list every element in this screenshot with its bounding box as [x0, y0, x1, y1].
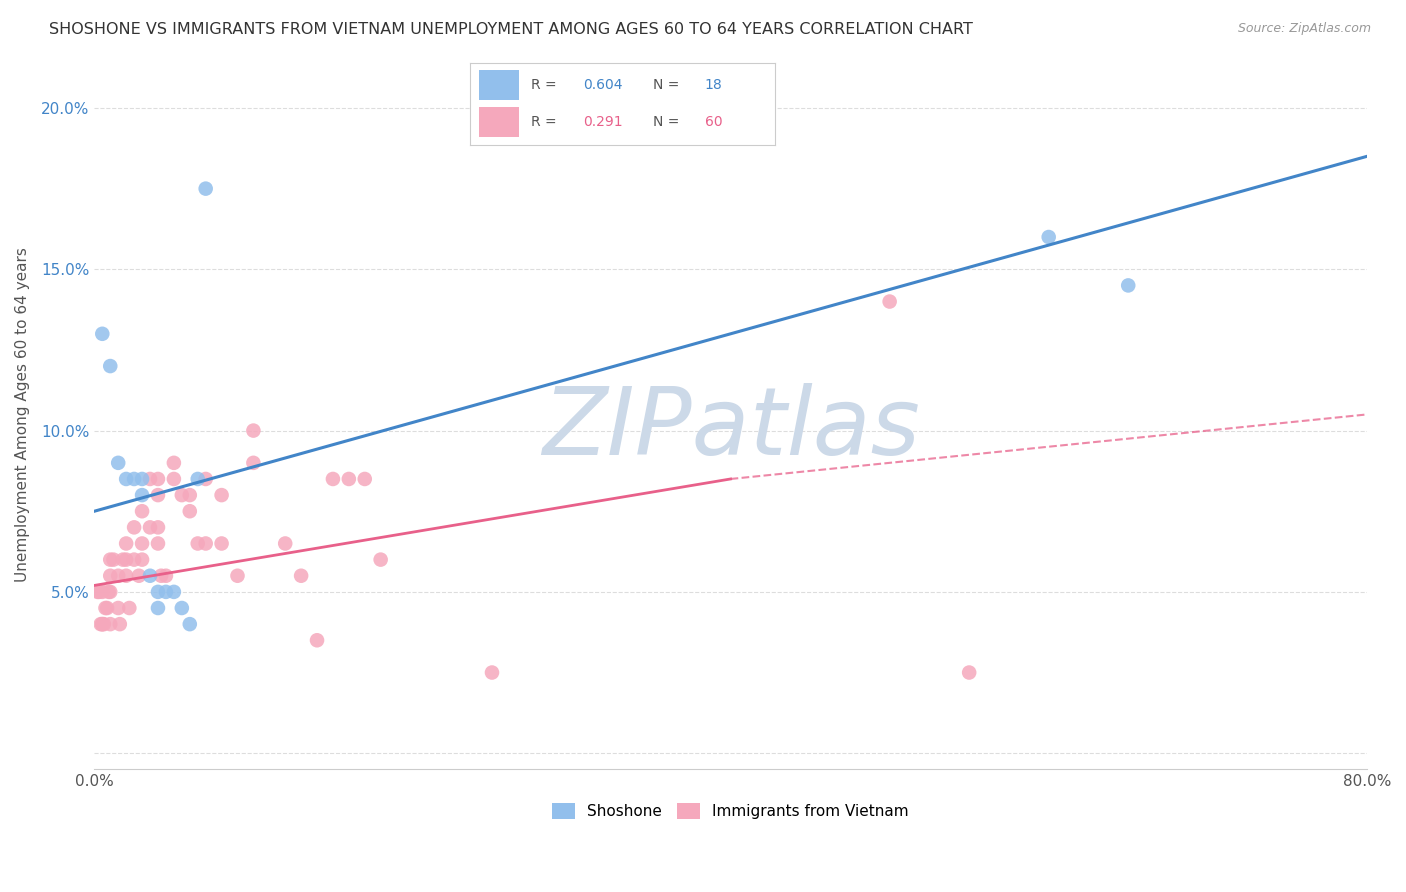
Point [98, 359, 121, 373]
Point [107, 568, 129, 582]
Point [115, 472, 138, 486]
Point [97, 585, 120, 599]
Point [86, 585, 108, 599]
Point [146, 601, 169, 615]
Point [957, 665, 980, 680]
Point [353, 472, 375, 486]
Point [91, 326, 114, 341]
Point [131, 552, 153, 566]
Point [91, 585, 114, 599]
Point [122, 552, 145, 566]
Legend: Shoshone, Immigrants from Vietnam: Shoshone, Immigrants from Vietnam [546, 797, 915, 825]
Point [194, 181, 217, 195]
Point [146, 472, 169, 486]
Point [179, 504, 201, 518]
Point [163, 456, 186, 470]
Point [98, 552, 121, 566]
Point [122, 520, 145, 534]
Point [107, 601, 129, 615]
Text: Source: ZipAtlas.com: Source: ZipAtlas.com [1237, 22, 1371, 36]
Point [1116, 278, 1139, 293]
Y-axis label: Unemployment Among Ages 60 to 64 years: Unemployment Among Ages 60 to 64 years [15, 247, 30, 582]
Point [115, 552, 138, 566]
Point [242, 424, 264, 438]
Point [879, 294, 901, 309]
Point [146, 585, 169, 599]
Point [139, 520, 162, 534]
Point [170, 488, 193, 502]
Point [118, 601, 141, 615]
Point [337, 472, 360, 486]
Point [305, 633, 328, 648]
Point [179, 617, 201, 632]
Point [122, 472, 145, 486]
Point [98, 617, 121, 632]
Point [187, 536, 209, 550]
Point [131, 504, 153, 518]
Point [139, 568, 162, 582]
Point [155, 568, 177, 582]
Point [139, 472, 162, 486]
Point [115, 568, 138, 582]
Point [93, 617, 115, 632]
Point [179, 488, 201, 502]
Point [91, 617, 114, 632]
Point [94, 601, 117, 615]
Point [194, 472, 217, 486]
Point [146, 488, 169, 502]
Point [1038, 230, 1060, 244]
Point [290, 568, 312, 582]
Point [103, 552, 125, 566]
Point [107, 456, 129, 470]
Point [98, 568, 121, 582]
Point [242, 456, 264, 470]
Point [322, 472, 344, 486]
Point [274, 536, 297, 550]
Point [108, 617, 131, 632]
Point [131, 536, 153, 550]
Text: SHOSHONE VS IMMIGRANTS FROM VIETNAM UNEMPLOYMENT AMONG AGES 60 TO 64 YEARS CORRE: SHOSHONE VS IMMIGRANTS FROM VIETNAM UNEM… [49, 22, 973, 37]
Point [96, 601, 118, 615]
Point [131, 472, 153, 486]
Point [150, 568, 173, 582]
Point [87, 585, 110, 599]
Point [111, 552, 134, 566]
Text: ZIPatlas: ZIPatlas [541, 384, 920, 475]
Point [370, 552, 392, 566]
Point [155, 585, 177, 599]
Point [194, 536, 217, 550]
Point [146, 520, 169, 534]
Point [128, 568, 150, 582]
Point [90, 617, 112, 632]
Point [211, 488, 233, 502]
Point [146, 536, 169, 550]
Point [131, 488, 153, 502]
Point [163, 472, 186, 486]
Point [163, 585, 186, 599]
Point [187, 472, 209, 486]
Point [115, 536, 138, 550]
Point [226, 568, 249, 582]
Point [91, 617, 114, 632]
Point [170, 601, 193, 615]
Point [481, 665, 503, 680]
Point [98, 585, 121, 599]
Point [211, 536, 233, 550]
